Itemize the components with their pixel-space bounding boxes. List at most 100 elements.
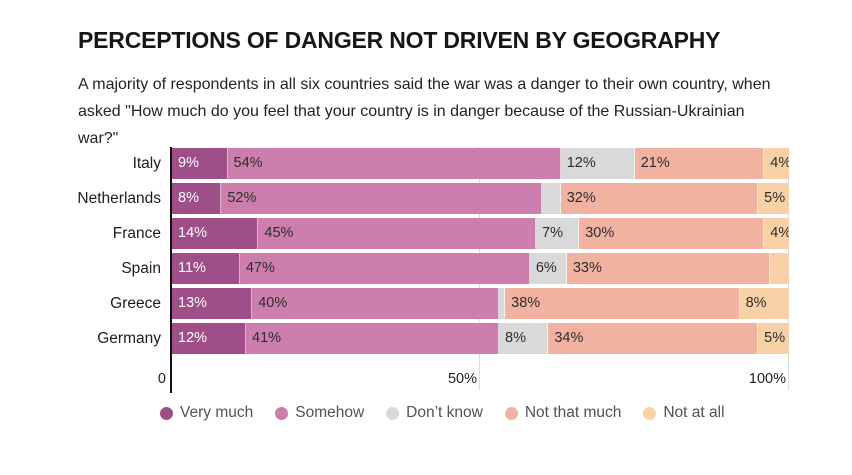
bar-row-greece: Greece 13% 40% 38% 8% [0, 288, 852, 319]
segment-value-label: 8% [178, 190, 199, 206]
bar-segment [770, 253, 789, 284]
chart-title: PERCEPTIONS OF DANGER NOT DRIVEN BY GEOG… [78, 27, 721, 54]
bar-track: 12% 41% 8% 34% 5% [172, 323, 789, 354]
bar-segment: 5% [758, 183, 789, 214]
bar-segment: 7% [536, 218, 580, 249]
segment-value-label: 32% [566, 190, 596, 206]
segment-value-label: 12% [566, 155, 596, 171]
x-axis-tick-100: 100% [748, 371, 786, 387]
chart-legend: Very much Somehow Don’t know Not that much N… [160, 404, 725, 422]
segment-value-label: 21% [640, 155, 670, 171]
bar-segment: 5% [758, 323, 789, 354]
bar-segment: 54% [227, 148, 561, 179]
legend-item: Not at all [643, 404, 725, 422]
country-label: Germany [97, 329, 161, 347]
segment-value-label: 33% [572, 260, 602, 276]
legend-label: Very much [180, 404, 254, 421]
segment-value-label: 13% [178, 295, 208, 311]
bar-segment: 12% [172, 323, 247, 354]
bar-segment: 52% [221, 183, 543, 214]
bar-row-france: France 14% 45% 7% 30% 4% [0, 218, 852, 249]
bar-segment [542, 183, 561, 214]
bar-segment: 33% [566, 253, 771, 284]
bar-segment: 9% [172, 148, 228, 179]
country-label: Spain [121, 259, 161, 277]
bar-segment: 8% [172, 183, 222, 214]
segment-value-label: 12% [178, 330, 208, 346]
legend-item: Not that much [504, 404, 622, 422]
segment-value-label: 30% [585, 225, 615, 241]
legend-dot-icon [643, 406, 657, 420]
segment-value-label: 45% [264, 225, 294, 241]
bar-segment: 12% [560, 148, 635, 179]
segment-value-label: 38% [511, 295, 541, 311]
segment-value-label: 11% [178, 260, 206, 276]
country-label: Netherlands [77, 189, 161, 207]
chart-subtitle: A majority of respondents in all six cou… [78, 76, 771, 147]
legend-item: Very much [160, 404, 253, 422]
bar-track: 14% 45% 7% 30% 4% [172, 218, 789, 249]
bar-segment: 4% [764, 218, 789, 249]
legend-item: Don’t know [386, 404, 483, 422]
legend-dot-icon [504, 406, 518, 420]
x-axis-tick-0: 0 [157, 371, 166, 387]
bar-segment: 47% [239, 253, 530, 284]
segment-value-label: 8% [505, 330, 526, 346]
segment-value-label: 54% [233, 155, 263, 171]
segment-value-label: 47% [245, 260, 275, 276]
bar-segment: 45% [258, 218, 537, 249]
segment-value-label: 7% [542, 225, 563, 241]
bar-segment: 30% [579, 218, 765, 249]
segment-value-label: 8% [745, 295, 767, 311]
bar-segment: 14% [172, 218, 259, 249]
bar-segment: 8% [499, 323, 549, 354]
bar-track: 13% 40% 38% 8% [172, 288, 789, 319]
bar-segment: 4% [764, 148, 789, 179]
bar-row-italy: Italy 9% 54% 12% 21% 4% [0, 148, 852, 179]
legend-item: Somehow [275, 404, 364, 422]
bar-row-germany: Germany 12% 41% 8% 34% 5% [0, 323, 852, 354]
bar-segment: 11% [172, 253, 240, 284]
legend-label: Not that much [524, 404, 622, 421]
segment-value-label: 4% [770, 155, 789, 171]
segment-value-label: 6% [535, 260, 557, 276]
country-label: Italy [132, 154, 161, 172]
legend-dot-icon [386, 406, 400, 420]
bar-segment: 21% [634, 148, 765, 179]
bar-track: 8% 52% 32% 5% [172, 183, 789, 214]
segment-value-label: 9% [178, 155, 199, 171]
bar-track: 11% 47% 6% 33% [172, 253, 789, 284]
legend-label: Somehow [295, 404, 365, 421]
bar-segment: 8% [739, 288, 789, 319]
country-label: Greece [110, 294, 161, 312]
segment-value-label: 52% [227, 190, 257, 206]
segment-value-label: 14% [178, 225, 208, 241]
bar-segment: 32% [560, 183, 759, 214]
bar-segment [499, 288, 506, 319]
bar-segment: 41% [246, 323, 499, 354]
segment-value-label: 40% [258, 295, 288, 311]
x-axis-tick-50: 50% [447, 371, 477, 387]
legend-dot-icon [160, 406, 173, 420]
segment-value-label: 34% [554, 330, 584, 346]
country-label: France [112, 224, 161, 242]
segment-value-label: 4% [770, 225, 789, 241]
segment-value-label: 5% [764, 190, 786, 206]
bar-segment: 34% [548, 323, 759, 354]
legend-label: Don’t know [406, 404, 483, 421]
legend-label: Not at all [663, 404, 725, 421]
bar-row-netherlands: Netherlands 8% 52% 32% 5% [0, 183, 852, 214]
bar-segment: 6% [529, 253, 567, 284]
segment-value-label: 41% [252, 330, 282, 346]
bar-track: 9% 54% 12% 21% 4% [172, 148, 789, 179]
legend-dot-icon [275, 406, 289, 420]
bar-segment: 13% [172, 288, 253, 319]
bar-rows: Italy 9% 54% 12% 21% 4% Netherlands 8% 52% 32% 5% F… [0, 148, 852, 358]
y-axis-line [170, 147, 172, 393]
bar-row-spain: Spain 11% 47% 6% 33% [0, 253, 852, 284]
bar-segment: 40% [252, 288, 499, 319]
bar-segment: 38% [505, 288, 740, 319]
segment-value-label: 5% [764, 330, 786, 346]
stacked-bar-chart: Italy 9% 54% 12% 21% 4% Netherlands 8% 52% 32% 5% F… [0, 147, 852, 397]
